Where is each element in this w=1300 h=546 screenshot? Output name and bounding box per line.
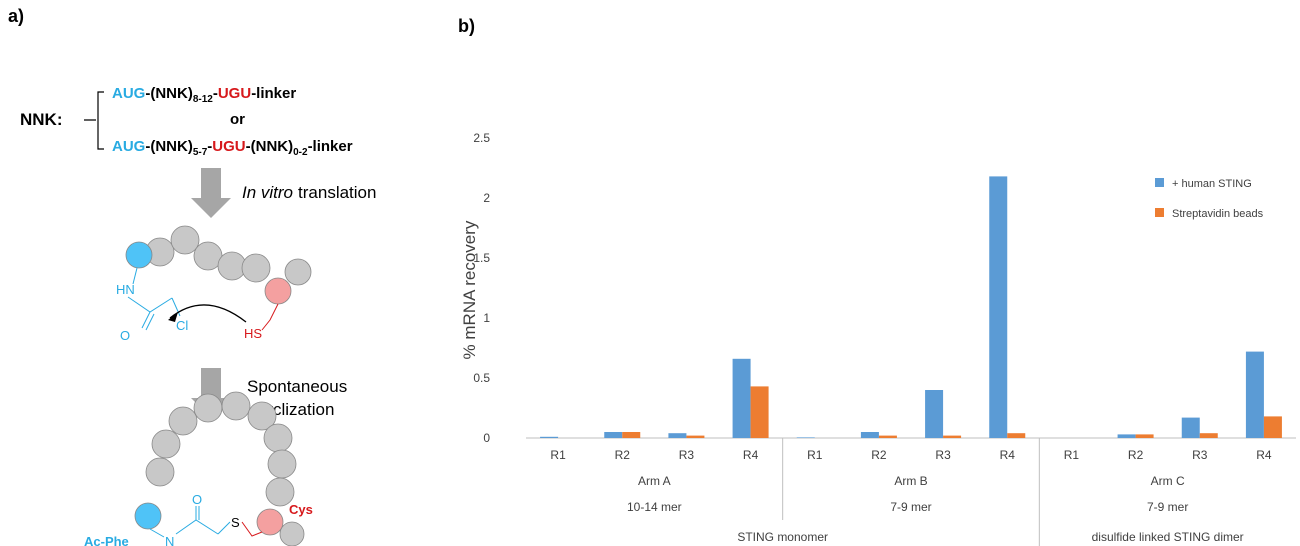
seq-part: -(NNK) [145, 138, 192, 155]
seq-part: -linker [251, 85, 296, 102]
step-part: In vitro [242, 183, 293, 202]
bracket [84, 91, 104, 150]
atom: Ac-Phe [84, 534, 129, 546]
bar [1135, 434, 1154, 438]
bar [860, 432, 879, 438]
seq-part: - [207, 138, 212, 155]
x-tick-label: R2 [615, 448, 631, 462]
bar [1245, 351, 1264, 438]
bond [149, 506, 231, 538]
panel-label: a) [8, 6, 24, 26]
panel-label: b) [458, 16, 475, 36]
sequence-line: AUG-(NNK)8-12-UGU-linker [112, 85, 296, 105]
seq-sub: 5-7 [193, 147, 208, 158]
atom: HN [116, 282, 135, 297]
arm-label: Arm B [894, 474, 927, 488]
legend-label: + human STING [1172, 178, 1252, 190]
step-part: translation [298, 183, 376, 202]
seq-part: AUG [112, 85, 145, 102]
x-tick-label: R2 [871, 448, 887, 462]
bar [732, 358, 751, 438]
bar [668, 433, 687, 438]
atom: HS [244, 326, 262, 341]
x-tick-label: R1 [807, 448, 823, 462]
target-label: STING monomer [737, 530, 828, 544]
bar [1181, 417, 1200, 438]
seq-sub: 0-2 [293, 147, 308, 158]
seq-part: AUG [112, 138, 145, 155]
bar [750, 386, 769, 438]
legend-swatch [1155, 208, 1164, 217]
bar [1199, 433, 1218, 438]
y-axis-label: % mRNA recovery [460, 220, 479, 359]
bar [796, 437, 815, 438]
y-tick-label: 2 [483, 191, 490, 205]
bar-chart: % mRNA recovery 0 0.5 1 1.5 2 2.5 R1 R2 R3 R4 R1 R2… [460, 131, 1296, 546]
length-label: 7-9 mer [1147, 500, 1188, 514]
bond [127, 267, 181, 331]
atom: O [120, 328, 130, 343]
bond [241, 521, 263, 537]
atom: O [192, 492, 202, 507]
x-tick-label: R3 [1192, 448, 1208, 462]
bar [925, 390, 944, 438]
bar [943, 435, 962, 438]
x-tick-label: R1 [1064, 448, 1080, 462]
bar [686, 435, 705, 438]
step-text: Spontaneous [247, 377, 347, 396]
nnk-label: NNK: [20, 110, 63, 129]
x-tick-label: R4 [1000, 448, 1016, 462]
seq-sub: 8-12 [193, 94, 213, 105]
target-label: disulfide linked STING dimer [1092, 530, 1244, 544]
length-label: 10-14 mer [627, 500, 682, 514]
step-text: In vitro translation [242, 183, 376, 202]
step-arrow [191, 168, 231, 218]
x-tick-label: R4 [743, 448, 759, 462]
y-tick-label: 1.5 [473, 251, 490, 265]
atom: S [231, 515, 240, 530]
panel-a: a) NNK: AUG-(NNK)8-12-UGU-linker or AUG-… [8, 6, 376, 546]
seq-part: -(NNK) [145, 85, 192, 102]
x-tick-label: R4 [1256, 448, 1272, 462]
bond [261, 303, 279, 331]
seq-part: - [213, 85, 218, 102]
seq-part: -(NNK) [246, 138, 293, 155]
arrow-head [168, 312, 178, 322]
seq-part: -linker [308, 138, 353, 155]
bar [989, 176, 1008, 438]
or-text: or [230, 111, 245, 128]
y-tick-label: 0 [483, 431, 490, 445]
arm-label: Arm C [1151, 474, 1185, 488]
atom: Cl [176, 318, 188, 333]
legend-swatch [1155, 178, 1164, 187]
bar [1117, 434, 1136, 438]
legend-label: Streptavidin beads [1172, 208, 1264, 220]
x-tick-label: R1 [550, 448, 566, 462]
arm-label: Arm A [638, 474, 671, 488]
y-tick-label: 2.5 [473, 131, 490, 145]
seq-part: UGU [212, 138, 245, 155]
atom: N [165, 534, 174, 546]
bar [1263, 416, 1282, 438]
y-tick-label: 0.5 [473, 371, 490, 385]
bar [604, 432, 623, 438]
bar [540, 436, 559, 438]
cyclic-peptide [134, 391, 305, 546]
bar [622, 432, 641, 438]
x-tick-label: R3 [935, 448, 951, 462]
bar [878, 435, 897, 438]
seq-part: UGU [218, 85, 251, 102]
x-tick-label: R3 [679, 448, 695, 462]
sequence-line: AUG-(NNK)5-7-UGU-(NNK)0-2-linker [112, 138, 353, 158]
y-tick-label: 1 [483, 311, 490, 325]
bar [1007, 433, 1026, 438]
atom: Cys [289, 502, 313, 517]
length-label: 7-9 mer [890, 500, 931, 514]
x-tick-label: R2 [1128, 448, 1144, 462]
peptide-precursor [125, 225, 312, 305]
